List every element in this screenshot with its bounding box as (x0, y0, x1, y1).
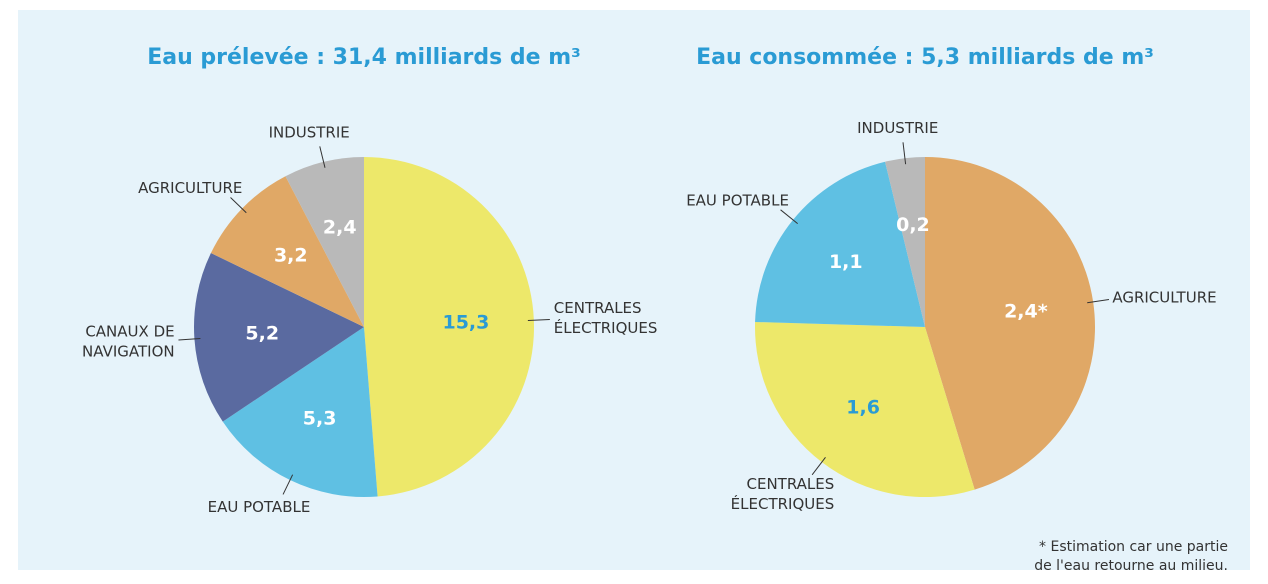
leader-line (1087, 299, 1110, 304)
leader-line (527, 319, 550, 321)
category-label: CENTRALES ÉLECTRIQUES (730, 474, 835, 513)
leader-line (902, 142, 907, 165)
pie-slice (755, 161, 925, 327)
category-label: CENTRALES ÉLECTRIQUES (553, 299, 658, 338)
category-label: EAU POTABLE (686, 191, 789, 210)
leader-line (319, 146, 326, 168)
chart-title: Eau consommée : 5,3 milliards de m³ (696, 45, 1154, 70)
pie-slice (285, 157, 364, 327)
pie-slice (364, 157, 534, 497)
category-label: EAU POTABLE (207, 498, 311, 517)
pie-slice (210, 176, 364, 327)
leader-line (780, 209, 798, 225)
leader-line (811, 457, 826, 476)
leader-line (230, 197, 247, 214)
chart-title: Eau prélevée : 31,4 milliards de m³ (147, 45, 581, 70)
value-label: 1,6 (846, 397, 880, 419)
value-label: 3,2 (274, 244, 308, 266)
category-label: CANAUX DE NAVIGATION (82, 322, 175, 361)
pie-slice (925, 157, 1096, 490)
leader-line (282, 474, 294, 495)
category-label: AGRICULTURE (1112, 288, 1217, 307)
category-label: INDUSTRIE (268, 123, 350, 142)
value-label: 5,3 (303, 407, 337, 429)
value-label: 0,2 (896, 214, 930, 236)
value-label: 1,1 (829, 251, 863, 273)
value-label: 15,3 (442, 311, 489, 333)
category-label: AGRICULTURE (138, 178, 243, 197)
footnote: * Estimation car une partie de l'eau ret… (1034, 539, 1228, 574)
pie-slice (755, 321, 975, 498)
pie-slice (222, 327, 378, 497)
leader-line (178, 337, 201, 341)
value-label: 2,4* (1004, 300, 1048, 322)
value-label: 5,2 (245, 323, 279, 345)
pie-slice (193, 253, 364, 422)
category-label: INDUSTRIE (857, 119, 939, 138)
value-label: 2,4 (323, 216, 357, 238)
pie-slice (885, 157, 925, 327)
